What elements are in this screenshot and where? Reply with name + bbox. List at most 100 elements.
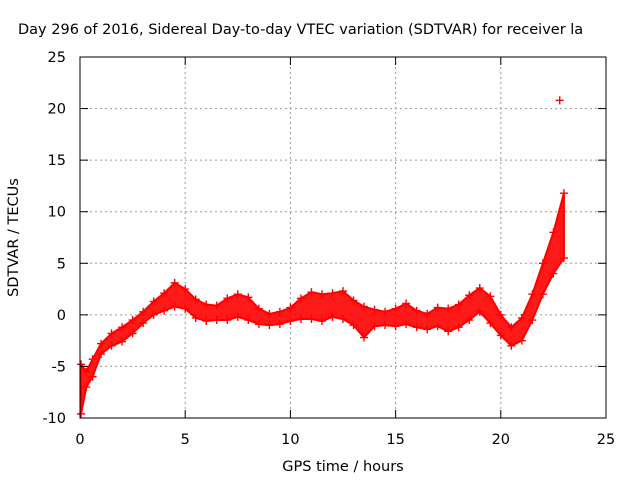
- data-point-band-upper: [423, 309, 432, 318]
- data-point-band-lower: [254, 320, 263, 329]
- data-point-band-upper: [307, 288, 316, 297]
- y-tick-label: 5: [57, 256, 66, 272]
- data-point-band-lower: [77, 409, 86, 418]
- data-point-band-upper: [496, 310, 505, 319]
- y-tick-label: 25: [48, 50, 66, 66]
- data-point-band-lower: [139, 319, 148, 328]
- data-point-band-lower: [402, 320, 411, 329]
- data-point-band-lower: [559, 254, 568, 263]
- data-point-band-upper: [254, 304, 263, 313]
- data-point-band-lower: [202, 317, 211, 326]
- y-tick-label: 15: [48, 153, 66, 169]
- y-tick-label: 0: [57, 308, 66, 324]
- data-point-band-upper: [528, 290, 537, 299]
- data-point-band-lower: [82, 383, 91, 392]
- data-point-band-upper: [191, 295, 200, 304]
- y-tick-label: 20: [48, 102, 66, 118]
- data-point-band-lower: [391, 322, 400, 331]
- data-point-band-lower: [381, 321, 390, 330]
- data-point-band-upper: [349, 296, 358, 305]
- data-point-band-upper: [465, 291, 474, 300]
- data-point-band-lower: [97, 350, 106, 359]
- data-point-band-upper: [275, 307, 284, 316]
- data-point-band-upper: [559, 189, 568, 198]
- data-point-band-upper: [370, 305, 379, 314]
- data-point-band-lower: [296, 314, 305, 323]
- data-point-band-lower: [433, 322, 442, 331]
- data-point-band-lower: [191, 313, 200, 322]
- data-point-band-upper: [107, 329, 116, 338]
- data-point-band-upper: [391, 304, 400, 313]
- data-point-band-upper: [88, 355, 97, 364]
- data-point-band-lower: [454, 323, 463, 332]
- x-tick-label: 15: [386, 432, 404, 448]
- data-point-band-upper: [444, 304, 453, 313]
- data-point-band-lower: [181, 304, 190, 313]
- data-point-band-lower: [317, 317, 326, 326]
- data-point-band-upper: [244, 293, 253, 302]
- data-point-band-lower: [486, 319, 495, 328]
- data-point-band-upper: [507, 323, 516, 332]
- data-point-band-upper: [265, 309, 274, 318]
- data-point-band-lower: [88, 372, 97, 381]
- data-point-band-lower: [528, 316, 537, 325]
- data-point-band-upper: [475, 284, 484, 293]
- data-point-band-upper: [139, 307, 148, 316]
- data-point-band-upper: [381, 307, 390, 316]
- data-point-band-upper: [286, 303, 295, 312]
- x-axis-label: GPS time / hours: [282, 459, 403, 475]
- data-point-band-lower: [517, 336, 526, 345]
- data-point-band-lower: [507, 341, 516, 350]
- y-axis-label: SDTVAR / TECUs: [6, 178, 22, 297]
- y-tick-label: 10: [48, 205, 66, 221]
- chart-title: Day 296 of 2016, Sidereal Day-to-day VTE…: [18, 22, 583, 38]
- data-point-band-lower: [286, 317, 295, 326]
- data-point-band-upper: [223, 294, 232, 303]
- data-point-band-lower: [423, 325, 432, 334]
- data-point-band-lower: [349, 321, 358, 330]
- data-point-band-lower: [265, 321, 274, 330]
- data-point-band-lower: [170, 302, 179, 311]
- grid: [80, 57, 606, 418]
- data-point-band-lower: [223, 316, 232, 325]
- data-point-band-lower: [360, 333, 369, 342]
- data-point-band-upper: [118, 323, 127, 332]
- data-point-band-lower: [339, 314, 347, 323]
- data-point-band-lower: [244, 316, 253, 325]
- data-point-band-lower: [160, 306, 169, 315]
- data-point-band-lower: [107, 341, 116, 350]
- data-point-band-upper: [170, 278, 179, 287]
- x-tick-label: 25: [597, 432, 615, 448]
- data-point-band-upper: [317, 290, 326, 299]
- data-point-band-lower: [475, 307, 484, 316]
- plot-frame: [79, 56, 607, 419]
- x-tick-label: 0: [75, 432, 84, 448]
- data-point-outlier: [555, 96, 564, 105]
- data-point-band-upper: [454, 300, 463, 309]
- data-point-band-upper: [549, 228, 558, 237]
- data-point-band-lower: [149, 310, 158, 319]
- data-point-band-upper: [296, 294, 305, 303]
- data-point-band-upper: [433, 303, 442, 312]
- data-point-band-lower: [307, 314, 316, 323]
- data-point-band-lower: [444, 327, 453, 336]
- data-point-band-lower: [118, 337, 127, 346]
- data-point-band-lower: [496, 331, 505, 340]
- data-point-band-upper: [328, 289, 337, 298]
- data-point-band-upper: [402, 299, 411, 308]
- data-point-band-lower: [328, 312, 337, 321]
- data-point-band-lower: [412, 323, 421, 332]
- data-point-band-upper: [82, 367, 91, 376]
- data-point-band-upper: [149, 297, 158, 306]
- x-tick-label: 5: [181, 432, 190, 448]
- data-point-band-upper: [233, 290, 242, 299]
- data-point-band-upper: [181, 285, 190, 294]
- data-point-band-lower: [549, 269, 558, 278]
- data-point-band-upper: [212, 301, 221, 310]
- axis-ticks: 0 5 10 15 20 25 -10 -5 0 5 10 15 20 25: [42, 50, 615, 448]
- data-point-band-lower: [128, 329, 137, 338]
- data-point-band-lower: [538, 290, 547, 299]
- data-point-band-lower: [212, 316, 221, 325]
- data-point-band-upper: [360, 302, 369, 311]
